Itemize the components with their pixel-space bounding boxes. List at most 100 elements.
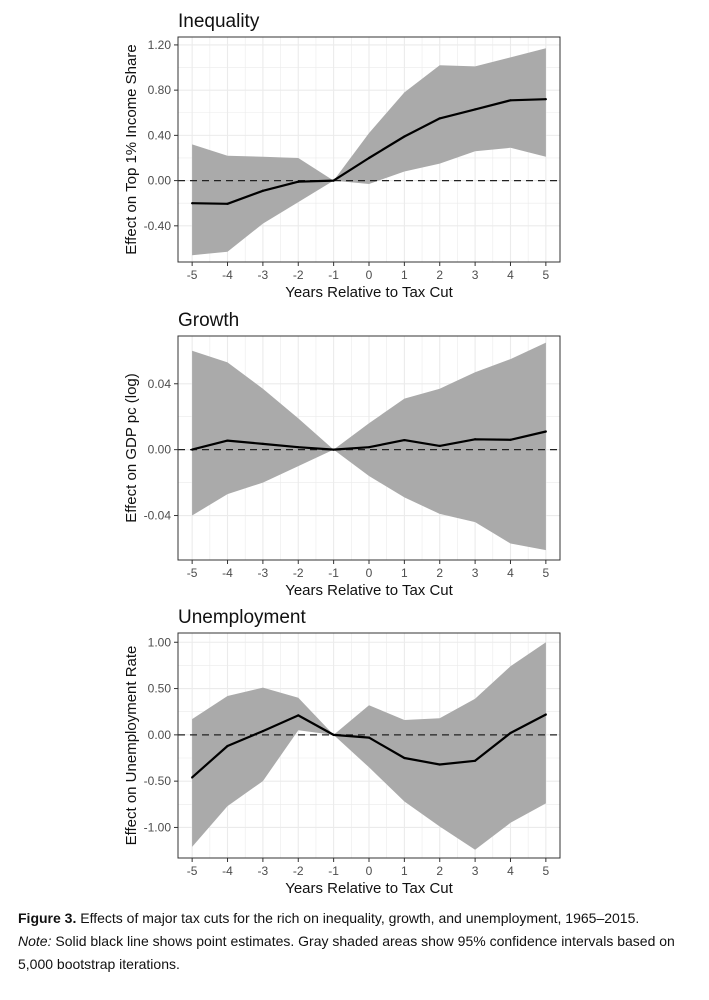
confidence-band [192,48,546,256]
x-tick-label: 4 [507,864,514,878]
estimate-point [297,446,300,449]
x-tick-label: -2 [293,566,304,580]
chart-panel-1: -5 -4 -3 -2 -1 0 1 2 3 4 5 1.20 0.80 0.40 0.00 -0.40 Ine… [123,11,561,301]
x-tick-label: -3 [258,566,269,580]
x-tick-label: 0 [366,268,373,282]
caption-note-text: Solid black line shows point estimates. … [18,933,675,972]
chart-title: Inequality [178,11,260,32]
x-axis-label: Years Relative to Tax Cut [285,582,453,599]
x-tick-label: -1 [328,268,339,282]
estimate-point [403,438,406,442]
x-tick-label: -1 [328,864,339,878]
x-tick-label: -4 [222,268,233,282]
x-tick-label: -5 [187,268,198,282]
y-tick-label: 0.80 [148,83,172,97]
x-tick-label: -1 [328,566,339,580]
y-tick-label: -1.00 [144,820,172,834]
x-tick-label: 2 [436,566,443,580]
estimate-point [474,759,477,762]
estimate-point [191,448,194,451]
estimate-point [438,117,441,120]
estimate-point [226,202,229,205]
x-tick-label: 5 [543,566,550,580]
x-tick-label: 1 [401,864,408,878]
estimate-point [474,438,477,441]
x-tick-label: 5 [543,268,550,282]
x-tick-label: 2 [436,268,443,282]
x-tick-label: 0 [366,864,373,878]
estimate-point [226,744,229,748]
y-tick-label: 0.04 [148,377,172,391]
y-tick-label: 0.00 [148,728,172,742]
x-tick-label: 3 [472,566,479,580]
estimate-point [332,733,335,736]
estimate-point [332,179,335,182]
figure-caption: Figure 3. Effects of major tax cuts for … [18,907,698,976]
x-axis-label: Years Relative to Tax Cut [285,880,453,897]
x-tick-label: -3 [258,864,269,878]
estimate-point [367,446,371,449]
x-tick-label: 3 [472,864,479,878]
estimate-point [297,714,300,717]
y-tick-label: -0.50 [144,774,172,788]
x-tick-label: -2 [293,268,304,282]
figure-svg: -5 -4 -3 -2 -1 0 1 2 3 4 5 1.20 0.80 0.40 0.00 -0.40 Ine… [123,11,561,897]
x-tick-label: -3 [258,268,269,282]
estimate-point [191,202,194,205]
estimate-point [544,98,547,101]
x-tick-label: 4 [507,566,514,580]
estimate-point [261,730,264,733]
x-tick-label: 5 [543,864,550,878]
estimate-point [438,444,441,447]
estimate-point [509,99,512,102]
y-tick-label: 1.20 [148,38,172,52]
x-tick-label: -4 [222,566,233,580]
x-tick-label: 4 [507,268,514,282]
x-tick-label: 0 [366,566,373,580]
chart-title: Growth [178,310,239,331]
estimate-point [544,430,547,433]
y-tick-label: 0.50 [148,682,172,696]
y-tick-label: 1.00 [148,635,172,649]
estimate-point [367,156,371,160]
x-tick-label: -4 [222,864,233,878]
x-tick-label: 2 [436,864,443,878]
estimate-point [509,731,512,735]
x-tick-label: -5 [187,864,198,878]
caption-label: Figure 3. [18,910,77,926]
estimate-point [332,448,335,451]
x-tick-label: -5 [187,566,198,580]
estimate-point [474,108,477,111]
y-tick-label: 0.00 [148,174,172,188]
estimate-point [403,756,406,760]
estimate-point [297,180,300,183]
y-tick-label: -0.40 [144,219,172,233]
estimate-point [403,135,406,138]
x-tick-label: -2 [293,864,304,878]
estimate-point [367,736,371,739]
figure: -5 -4 -3 -2 -1 0 1 2 3 4 5 1.20 0.80 0.40 0.00 -0.40 Ine… [123,11,561,897]
chart-panel-2: -5 -4 -3 -2 -1 0 1 2 3 4 5 0.04 0.00 -0.04 Growth Years… [123,310,561,599]
y-tick-label: 0.00 [148,443,172,457]
confidence-band [192,642,546,850]
estimate-point [438,763,441,766]
y-tick-label: 0.40 [148,128,172,142]
estimate-point [261,442,264,445]
estimate-point [509,438,512,441]
x-tick-label: 1 [401,268,408,282]
estimate-point [191,776,194,779]
chart-panel-3: -5 -4 -3 -2 -1 0 1 2 3 4 5 1.00 0.50 0.00 -0.50 -1.00 Un… [123,607,561,897]
y-tick-label: -0.04 [144,509,172,523]
y-axis-label: Effect on GDP pc (log) [123,373,140,523]
y-axis-label: Effect on Unemployment Rate [123,646,140,846]
x-axis-label: Years Relative to Tax Cut [285,284,453,301]
caption-note-label: Note: [18,933,52,949]
y-axis-label: Effect on Top 1% Income Share [123,44,140,254]
estimate-point [226,439,229,442]
x-tick-label: 3 [472,268,479,282]
estimate-point [261,189,264,192]
chart-title: Unemployment [178,607,306,628]
estimate-point [544,713,547,716]
caption-text: Effects of major tax cuts for the rich o… [80,910,640,926]
x-tick-label: 1 [401,566,408,580]
